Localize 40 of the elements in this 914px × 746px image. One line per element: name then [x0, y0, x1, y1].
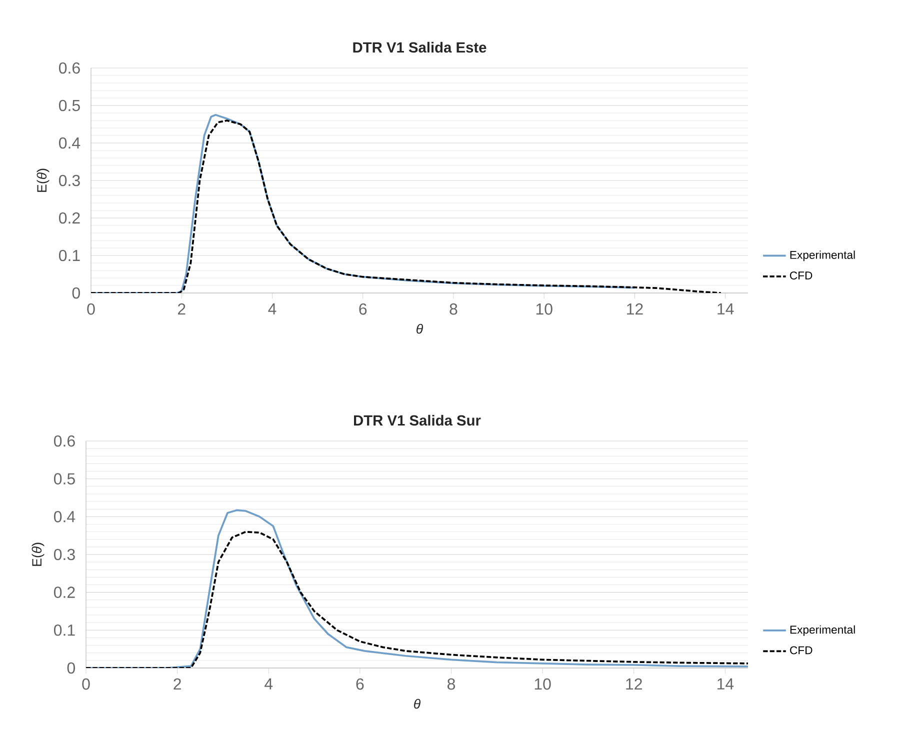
x-tick-label: 0	[87, 303, 95, 315]
x-tick-label: 2	[174, 678, 181, 690]
x-axis-title: θ	[416, 324, 423, 334]
x-tick-label: 14	[718, 303, 734, 314]
x-tick-label: 6	[359, 303, 367, 315]
chart-title: DTR V1 Salida Sur	[354, 414, 481, 426]
y-tick-label: 0.1	[58, 250, 80, 262]
y-tick-label: 0.4	[54, 511, 76, 522]
x-tick-label: 8	[447, 678, 455, 690]
y-tick-label: 0	[72, 287, 80, 299]
x-tick-label: 2	[178, 303, 186, 315]
y-tick-label: 0.5	[54, 473, 75, 484]
y-axis-title: E(θ)	[36, 168, 50, 192]
y-tick-label: 0.5	[58, 100, 80, 112]
x-tick-label: 14	[717, 678, 734, 690]
y-tick-label: 0.3	[54, 548, 75, 560]
y-tick-label: 0.6	[54, 435, 75, 447]
y-tick-label: 0.2	[58, 212, 80, 224]
x-tick-label: 10	[534, 678, 551, 690]
x-tick-label: 8	[450, 303, 458, 315]
x-tick-label: 4	[264, 678, 273, 690]
x-tick-label: 10	[536, 303, 552, 315]
x-tick-label: 12	[626, 678, 642, 690]
legend-label: CFD	[790, 646, 812, 654]
y-tick-label: 0.6	[58, 62, 80, 74]
x-tick-label: 12	[627, 303, 643, 315]
y-tick-label: 0.2	[54, 586, 75, 598]
y-tick-label: 0	[67, 662, 75, 674]
y-tick-label: 0.3	[58, 174, 80, 186]
chart-title: DTR V1 Salida Este	[353, 42, 486, 53]
legend-label: Experimental	[790, 625, 855, 636]
y-axis-title: E(θ)	[32, 542, 44, 566]
x-tick-label: 4	[268, 303, 276, 314]
x-tick-label: 0	[82, 678, 90, 690]
legend-label: Experimental	[790, 250, 855, 262]
x-tick-label: 6	[356, 678, 364, 690]
y-tick-label: 0.4	[58, 137, 80, 149]
y-tick-label: 0.1	[54, 624, 75, 636]
x-axis-title: θ	[414, 698, 420, 709]
legend-label: CFD	[790, 271, 812, 280]
